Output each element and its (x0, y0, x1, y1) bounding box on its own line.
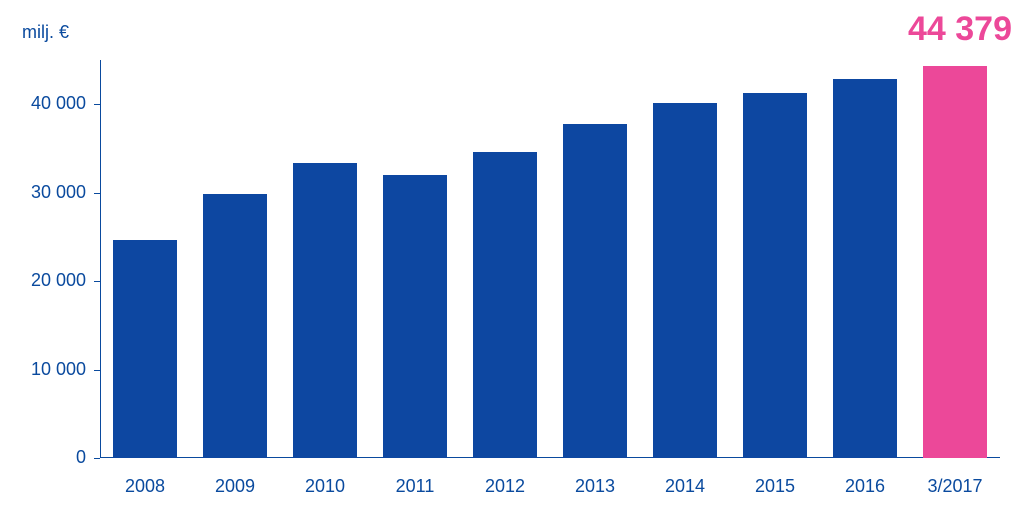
bar (653, 103, 718, 458)
bar (113, 240, 178, 458)
x-tick-label: 2010 (280, 476, 370, 497)
bar (203, 194, 268, 458)
y-axis-title: milj. € (22, 22, 69, 43)
bar (563, 124, 628, 458)
x-tick-label: 2009 (190, 476, 280, 497)
bar-chart: milj. € 44 379 0 10 000 20 000 30 000 40 000… (0, 0, 1024, 522)
x-tick-label: 3/2017 (910, 476, 1000, 497)
x-tick-label: 2013 (550, 476, 640, 497)
x-tick-label: 2016 (820, 476, 910, 497)
y-tick-mark (94, 281, 100, 282)
plot-area (100, 60, 1000, 458)
y-tick-label: 20 000 (0, 270, 86, 291)
x-tick-label: 2008 (100, 476, 190, 497)
bar (473, 152, 538, 458)
bar (833, 79, 898, 458)
x-tick-label: 2015 (730, 476, 820, 497)
x-tick-label: 2012 (460, 476, 550, 497)
x-tick-label: 2014 (640, 476, 730, 497)
y-tick-label: 40 000 (0, 93, 86, 114)
y-tick-label: 0 (0, 447, 86, 468)
y-tick-mark (94, 104, 100, 105)
x-tick-label: 2011 (370, 476, 460, 497)
y-tick-mark (94, 458, 100, 459)
y-tick-label: 10 000 (0, 359, 86, 380)
y-axis-line (100, 60, 101, 458)
bar (383, 175, 448, 458)
y-tick-mark (94, 193, 100, 194)
bar (293, 163, 358, 458)
callout-value: 44 379 (908, 10, 1012, 49)
y-tick-label: 30 000 (0, 182, 86, 203)
y-tick-mark (94, 370, 100, 371)
bar-highlight (923, 66, 988, 459)
bar (743, 93, 808, 458)
